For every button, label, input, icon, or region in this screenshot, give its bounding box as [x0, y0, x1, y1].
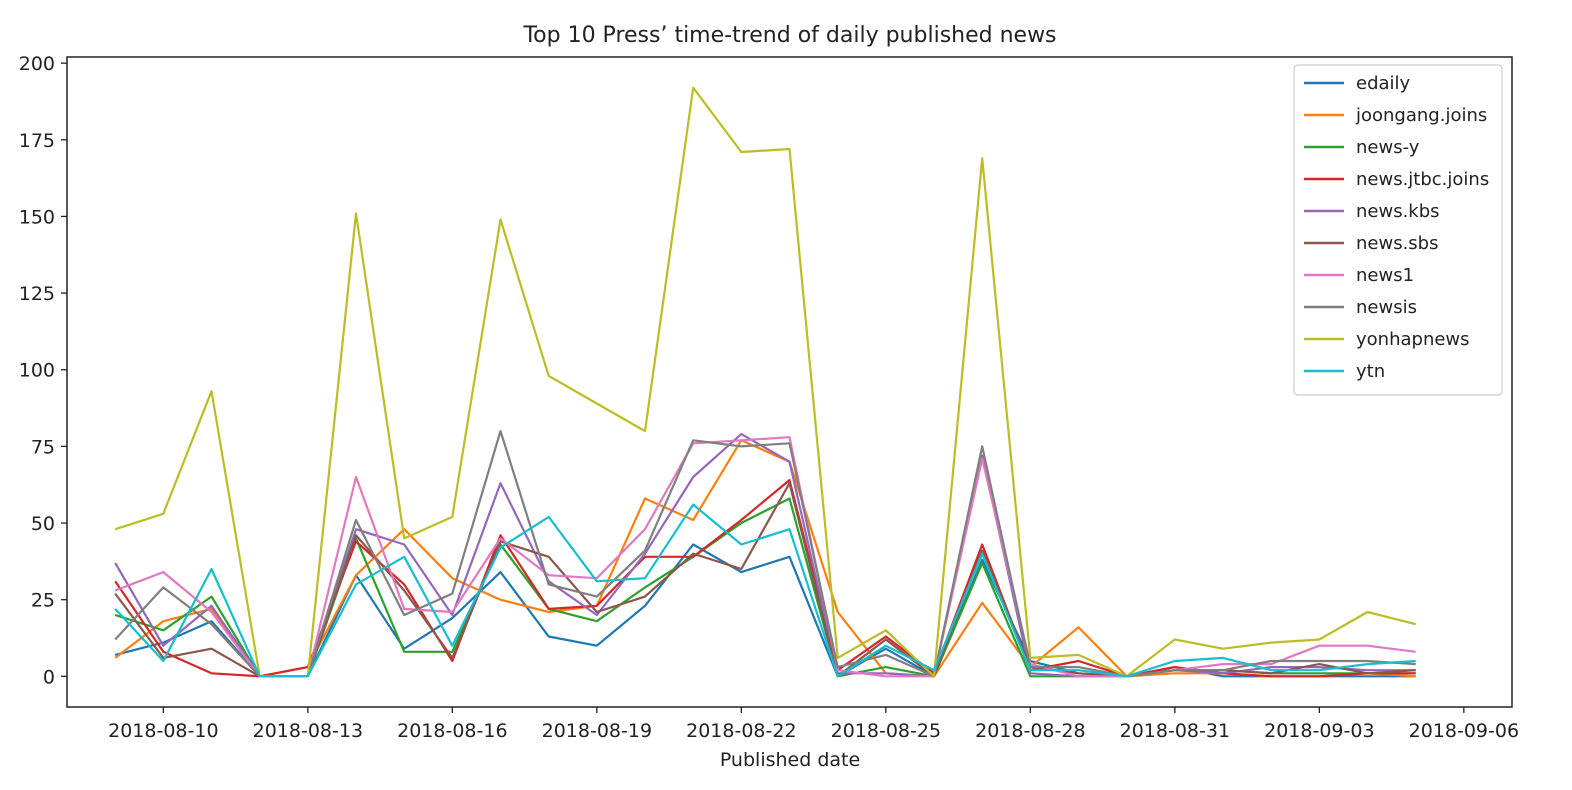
y-axis: 0 25 50 75 100 125 150 175 200 — [19, 53, 67, 688]
x-axis-label: Published date — [720, 749, 860, 771]
x-tick-label: 2018-09-03 — [1264, 720, 1374, 742]
legend-label: news-y — [1356, 137, 1420, 158]
series-line-news-kbs — [114, 433, 1416, 678]
x-tick-label: 2018-09-06 — [1409, 720, 1519, 742]
legend-label: ytn — [1356, 361, 1385, 382]
legend-label: edaily — [1356, 73, 1411, 94]
series-line-news1 — [114, 436, 1416, 678]
legend-label: yonhapnews — [1356, 329, 1470, 350]
x-tick-label: 2018-08-25 — [831, 720, 941, 742]
plot-frame — [66, 56, 1513, 708]
legend-label: newsis — [1356, 297, 1417, 318]
y-tick-label: 75 — [31, 436, 55, 458]
legend-box — [1293, 64, 1503, 396]
x-tick-label: 2018-08-31 — [1120, 720, 1230, 742]
y-tick-label: 150 — [19, 206, 55, 228]
legend-label: news.jtbc.joins — [1356, 169, 1489, 190]
x-tick-label: 2018-08-13 — [253, 720, 363, 742]
legend: edaily joongang.joins news-y news.jtbc.join… — [1293, 64, 1503, 396]
y-tick-label: 175 — [19, 130, 55, 152]
y-tick-label: 50 — [31, 513, 55, 535]
y-tick-label: 200 — [19, 53, 55, 75]
series-line-yonhapnews — [114, 86, 1416, 678]
y-tick-label: 25 — [31, 590, 55, 612]
y-tick-label: 0 — [43, 666, 55, 688]
legend-label: news.kbs — [1356, 201, 1440, 222]
plot-area — [114, 86, 1416, 678]
chart-title: Top 10 Press’ time-trend of daily publis… — [522, 23, 1056, 48]
x-tick-label: 2018-08-19 — [542, 720, 652, 742]
x-tick-label: 2018-08-10 — [108, 720, 218, 742]
x-tick-label: 2018-08-16 — [397, 720, 507, 742]
legend-label: joongang.joins — [1355, 105, 1487, 126]
y-tick-label: 125 — [19, 283, 55, 305]
y-tick-label: 100 — [19, 360, 55, 382]
x-tick-label: 2018-08-28 — [975, 720, 1085, 742]
x-axis: 2018-08-10 2018-08-13 2018-08-16 2018-08-19… — [108, 707, 1519, 742]
series-line-ytn — [114, 503, 1416, 678]
series-line-joongang-joins — [114, 439, 1416, 678]
x-tick-label: 2018-08-22 — [686, 720, 796, 742]
series-line-newsis — [114, 430, 1416, 678]
legend-label: news.sbs — [1356, 233, 1439, 254]
legend-label: news1 — [1356, 265, 1414, 286]
